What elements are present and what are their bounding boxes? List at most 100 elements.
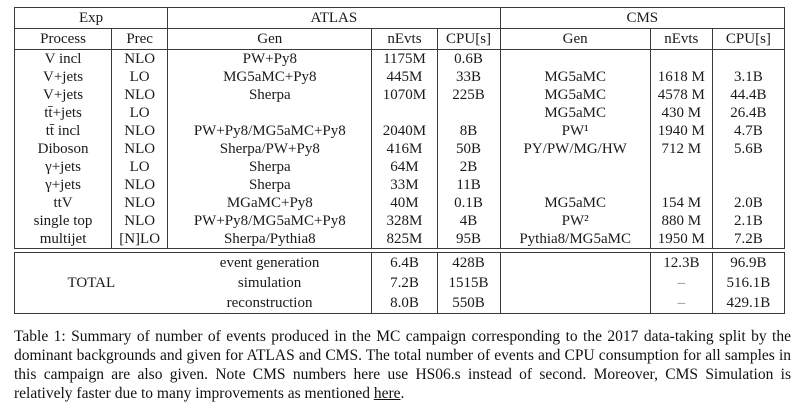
cms-nevts-cell: 712 M [649,140,713,158]
page: Exp ATLAS CMS Process Prec Gen nEvts CPU… [14,7,791,402]
cms-nevts-cell: 1950 M [649,230,713,249]
col-header-cms-cpu: CPU[s] [711,28,785,50]
cms-cpu-cell: 4.7B [711,122,785,140]
total-cms-cpu-cell: 96.9B [711,252,785,273]
table-row: V incl NLO PW+Py8 1175M 0.6B [15,49,785,68]
total-row: TOTAL event generation 6.4B 428B 12.3B 9… [15,252,785,291]
cms-nevts-cell: 1940 M [649,122,713,140]
col-header-cms-gen: Gen [499,28,651,50]
atlas-nevts-cell: 416M [371,140,437,158]
atlas-cpu-cell: 0.6B [436,49,501,68]
cms-gen-cell: MG5aMC [499,194,651,212]
table-row: γ+jets NLO Sherpa 33M 11B [15,176,785,194]
prec-cell: NLO [111,49,168,68]
process-cell: multijet [39,231,87,247]
col-group-exp: Exp [14,7,168,29]
column-header-row: Process Prec Gen nEvts CPU[s] Gen nEvts … [14,28,785,50]
process-cell: ttV [53,195,73,211]
atlas-cpu-cell: 11B [436,176,501,194]
total-cms-gen-cell [499,252,651,273]
cms-nevts-cell: 4578 M [649,86,713,104]
process-cell: tt̄ incl [45,123,81,139]
total-stage-cell: reconstruction [226,295,313,311]
cms-cpu-cell: 44.4B [711,86,785,104]
cms-gen-cell: PY/PW/MG/HW [499,140,651,158]
cms-cpu-cell [711,158,785,176]
table-row: multijet [N]LO Sherpa/Pythia8 825M 95B P… [15,230,785,249]
atlas-cpu-cell: 33B [436,68,501,86]
cms-cpu-cell: 5.6B [711,140,785,158]
prec-cell: LO [111,68,168,86]
col-header-atlas-gen: Gen [167,28,372,50]
table-row: tt̄+jets LO MG5aMC 430 M 26.4B [15,104,785,122]
cms-nevts-cell: 880 M [649,212,713,230]
atlas-nevts-cell [371,104,437,122]
table-row: Diboson NLO Sherpa/PW+Py8 416M 50B PY/PW… [15,140,785,158]
total-cms-cpu-cell: 516.1B [711,273,785,293]
atlas-gen-cell: Sherpa [167,158,372,176]
cms-gen-cell: PW¹ [499,122,651,140]
cms-gen-cell [499,158,651,176]
totals-table: TOTAL event generation 6.4B 428B 12.3B 9… [14,252,785,314]
total-row: simulation 7.2B 1515B – 516.1B [15,273,785,293]
cms-gen-cell [499,49,651,68]
table-row: tt̄ incl NLO PW+Py8/MG5aMC+Py8 2040M 8B … [15,122,785,140]
cms-cpu-cell [711,49,785,68]
cms-gen-cell [499,176,651,194]
col-header-prec: Prec [111,28,168,50]
atlas-gen-cell: PW+Py8/MG5aMC+Py8 [167,122,372,140]
prec-cell: NLO [111,140,168,158]
here-link[interactable]: here [373,385,401,402]
col-header-cms-nevts: nEvts [649,28,713,50]
atlas-nevts-cell: 825M [371,230,437,249]
atlas-cpu-cell: 2B [436,158,501,176]
atlas-cpu-cell [436,104,501,122]
cms-nevts-cell: 1618 M [649,68,713,86]
cms-nevts-cell: 430 M [649,104,713,122]
atlas-nevts-cell: 33M [371,176,437,194]
col-group-cms: CMS [499,7,785,29]
cms-nevts-cell [649,176,713,194]
cms-nevts-cell [649,158,713,176]
total-cms-nevts-cell: – [649,273,713,293]
total-cms-nevts-cell: 12.3B [649,252,713,273]
table-row: V+jets NLO Sherpa 1070M 225B MG5aMC 4578… [15,86,785,104]
process-cell: γ+jets [45,159,82,175]
atlas-nevts-cell: 328M [371,212,437,230]
total-cms-gen-cell [499,293,651,314]
process-cell: γ+jets [45,177,82,193]
process-cell: V+jets [42,69,84,85]
total-atlas-nevts-cell: 6.4B [371,252,438,273]
atlas-nevts-cell: 1175M [371,49,437,68]
atlas-cpu-cell: 0.1B [436,194,501,212]
table-row: single top NLO PW+Py8/MG5aMC+Py8 328M 4B… [15,212,785,230]
col-header-process: Process [14,28,112,50]
cms-cpu-cell: 7.2B [711,230,785,249]
total-cms-gen-cell [499,273,651,293]
total-cms-nevts-cell: – [649,293,713,314]
table-row: V+jets LO MG5aMC+Py8 445M 33B MG5aMC 161… [15,68,785,86]
col-group-atlas: ATLAS [167,7,501,29]
col-header-atlas-cpu: CPU[s] [436,28,501,50]
prec-cell: NLO [111,194,168,212]
cms-gen-cell: PW² [499,212,651,230]
prec-cell: LO [111,104,168,122]
mc-campaign-table: Exp ATLAS CMS Process Prec Gen nEvts CPU… [14,7,785,249]
atlas-gen-cell: Sherpa/Pythia8 [167,230,372,249]
process-cell: tt̄+jets [44,105,82,121]
cms-cpu-cell: 2.1B [711,212,785,230]
atlas-cpu-cell: 4B [436,212,501,230]
total-atlas-cpu-cell: 1515B [436,273,501,293]
atlas-gen-cell [167,104,372,122]
total-atlas-nevts-cell: 8.0B [371,293,438,314]
total-cms-cpu-cell: 429.1B [711,293,785,314]
atlas-nevts-cell: 2040M [371,122,437,140]
atlas-cpu-cell: 95B [436,230,501,249]
cms-cpu-cell: 3.1B [711,68,785,86]
total-atlas-cpu-cell: 550B [436,293,501,314]
group-header-row: Exp ATLAS CMS [14,7,785,29]
cms-gen-cell: MG5aMC [499,86,651,104]
process-cell: single top [33,213,93,229]
total-stage-cell: simulation [237,275,302,291]
atlas-cpu-cell: 8B [436,122,501,140]
